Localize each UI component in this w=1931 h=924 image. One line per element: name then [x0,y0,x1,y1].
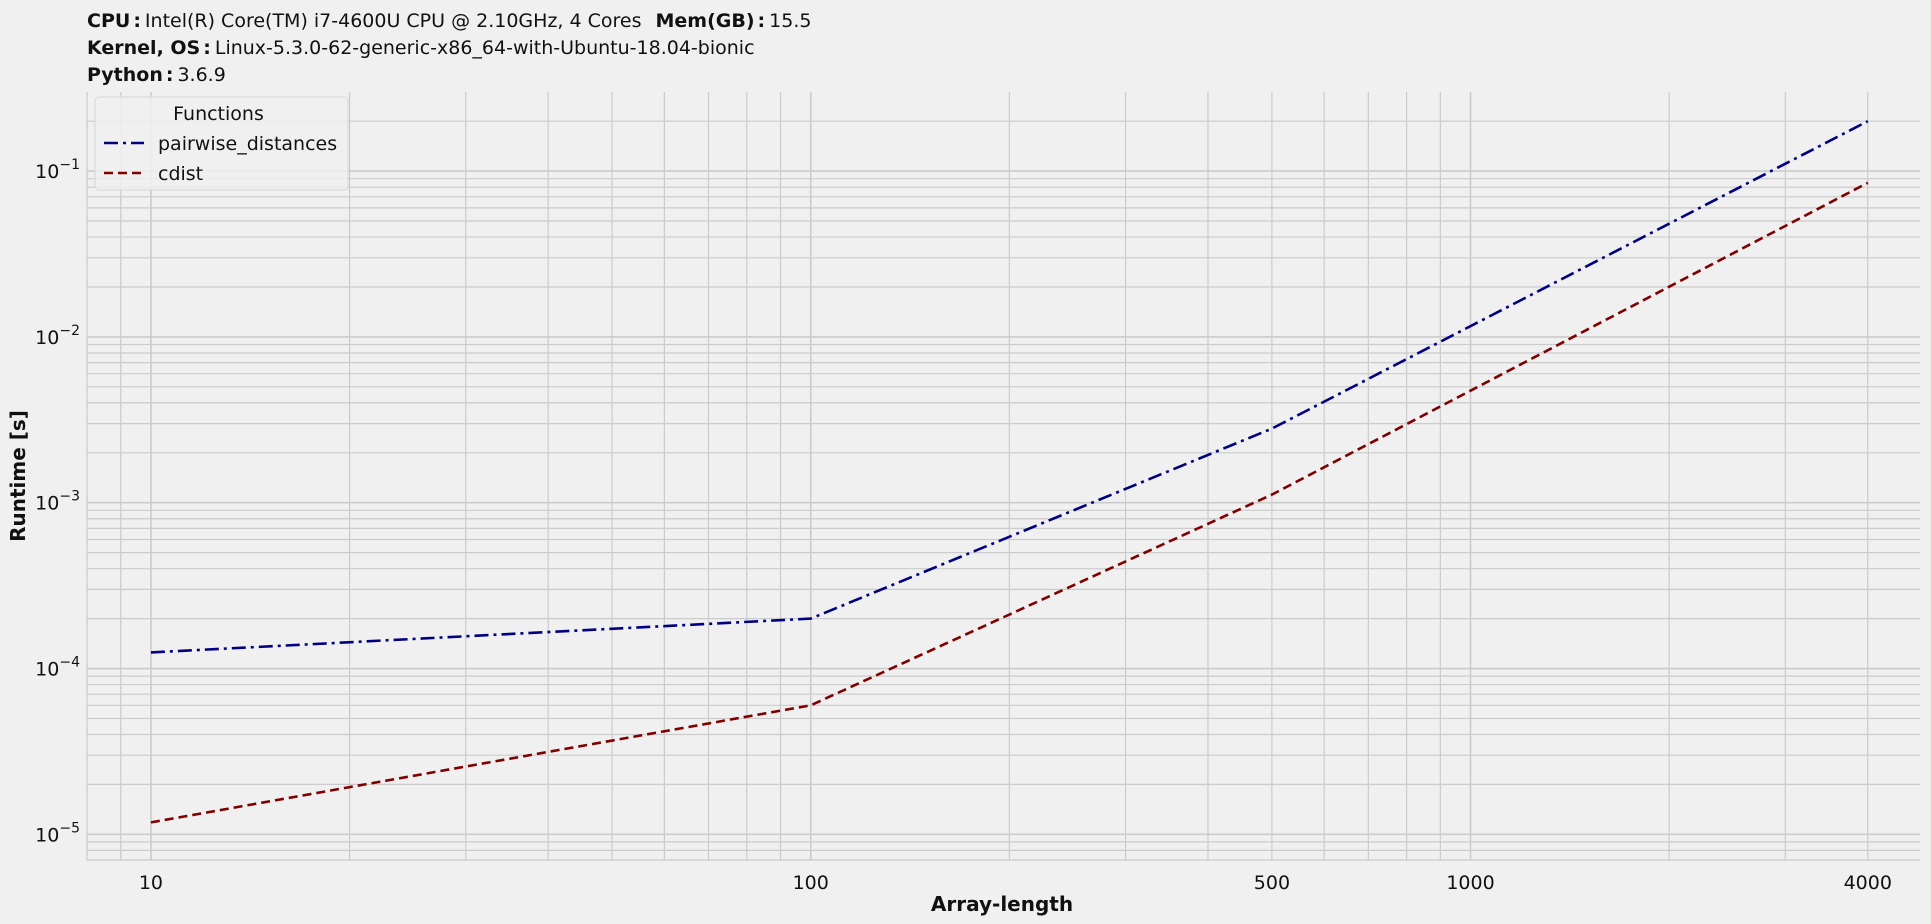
cpu-info-line: CPU: Intel(R) Core(TM) i7-4600U CPU @ 2.1… [87,8,811,35]
series-lines [150,120,1869,824]
y-tick-label: 10−2 [35,323,80,349]
y-axis-title: Runtime [s] [6,410,30,542]
series-line-pairwise-distances [150,120,1869,654]
tick-labels: 10 100 500 1000 4000 10−5 10−4 10−3 10−2 10−1 [35,157,1892,894]
mem-key: Mem(GB) [655,10,755,32]
mem-value: 15.5 [769,10,812,32]
x-tick-label: 10 [139,872,163,894]
cpu-separator: : [133,10,141,32]
legend-label: pairwise_distances [158,133,337,155]
y-tick-label: 10−4 [35,655,80,681]
x-tick-label: 1000 [1446,872,1494,894]
kernel-separator: : [203,37,211,59]
python-value: 3.6.9 [177,64,226,86]
cpu-value: Intel(R) Core(TM) i7-4600U CPU @ 2.10GHz… [144,10,642,32]
legend-label: cdist [158,163,203,185]
system-info-header: CPU: Intel(R) Core(TM) i7-4600U CPU @ 2.1… [87,8,811,89]
x-tick-label: 500 [1254,872,1290,894]
x-tick-label: 100 [793,872,829,894]
y-tick-label: 10−1 [35,157,80,183]
mem-separator: : [757,10,766,32]
legend-title: Functions [173,103,264,125]
cpu-key: CPU [87,10,131,32]
legend-box [94,96,349,191]
python-key: Python [87,64,163,86]
y-tick-label: 10−3 [35,489,80,515]
python-info-line: Python:3.6.9 [87,62,811,89]
grid [86,92,1920,861]
series-line-cdist [150,181,1869,824]
x-tick-label: 4000 [1844,872,1892,894]
kernel-value: Linux-5.3.0-62-generic-x86_64-with-Ubunt… [214,37,755,59]
python-separator: : [165,64,174,86]
x-axis-title: Array-length [931,892,1073,916]
y-tick-label: 10−5 [35,820,80,846]
kernel-key: Kernel, OS [87,37,201,59]
kernel-info-line: Kernel, OS: Linux-5.3.0-62-generic-x86_64… [87,35,811,62]
